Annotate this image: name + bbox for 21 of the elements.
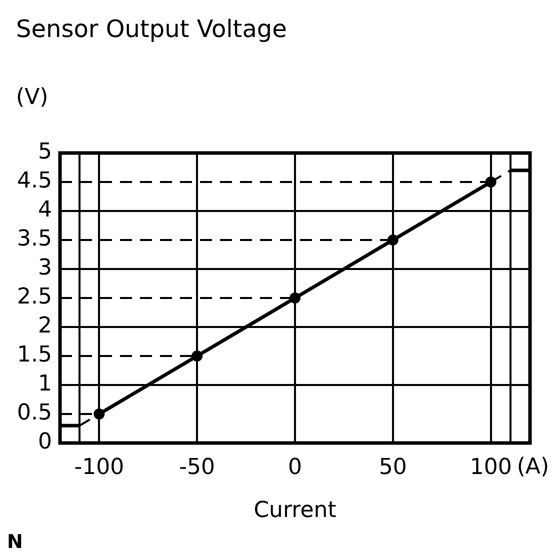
y-tick-label: 5 (38, 140, 52, 165)
x-tick-label: -100 (74, 454, 124, 480)
chart-title: Sensor Output Voltage (16, 15, 287, 43)
y-tick-label: 1.5 (17, 342, 52, 368)
text: N (7, 531, 23, 553)
y-tick-label: 4 (38, 198, 52, 223)
x-axis-title: Current (254, 498, 337, 523)
x-tick-label: -50 (179, 454, 216, 480)
y-axis-title: (V) (16, 85, 48, 110)
y-tick-label: 2.5 (17, 284, 52, 310)
y-tick-label: 3.5 (17, 226, 52, 252)
y-tick-label: 0 (38, 430, 52, 455)
x-tick-label: 0 (288, 454, 302, 480)
y-tick-label: 3 (38, 256, 52, 281)
y-tick-label: 2 (38, 314, 52, 339)
x-tick-label: 100 (470, 454, 512, 480)
x-tick-label: 50 (378, 454, 407, 480)
text: (A) (516, 454, 550, 480)
y-tick-label: 1 (38, 372, 52, 397)
y-tick-label: 0.5 (17, 400, 52, 426)
y-tick-label: 4.5 (17, 168, 52, 194)
